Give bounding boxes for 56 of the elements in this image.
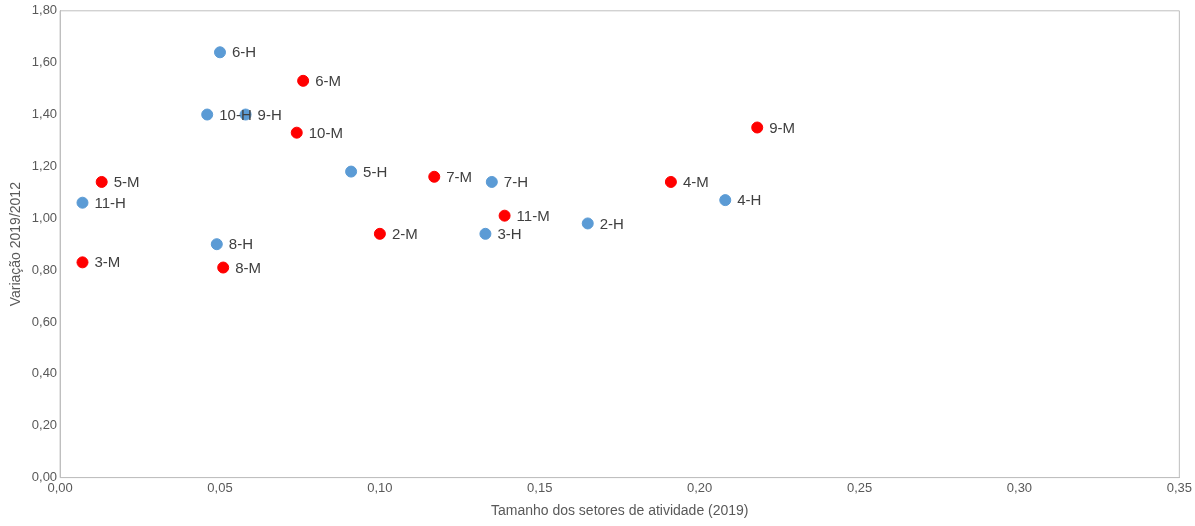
point: [485, 175, 498, 188]
point: [210, 238, 223, 251]
annotation: 3-H: [497, 224, 522, 242]
point: [345, 165, 358, 178]
point: [297, 74, 310, 87]
point: [217, 261, 230, 274]
point: [76, 196, 89, 209]
annotation: 11-H: [94, 193, 126, 211]
x-tick-label: 0,10: [367, 479, 393, 495]
annotation: 11-M: [516, 206, 550, 224]
y-tick-label: 0,40: [31, 365, 58, 381]
annotation: 8-H: [228, 235, 253, 253]
y-tick-label: 1,40: [31, 106, 58, 122]
point: [479, 227, 492, 240]
x-tick-label: 0,35: [1166, 479, 1193, 495]
y-tick-label: 0,60: [31, 313, 58, 329]
point: [201, 108, 214, 121]
point: [213, 46, 226, 59]
point: [76, 256, 89, 269]
x-tick-label: 0,20: [687, 479, 713, 495]
point: [290, 126, 303, 139]
point: [373, 227, 386, 240]
y-tick-label: 1,20: [31, 157, 58, 173]
annotation: 5-M: [113, 173, 140, 191]
point: [428, 170, 441, 183]
annotation: 6-H: [231, 43, 257, 61]
y-tick-label: 0,80: [31, 261, 58, 277]
x-tick-label: 0,15: [527, 479, 553, 495]
annotation: 7-M: [446, 167, 473, 185]
annotation: 7-H: [503, 173, 528, 191]
point: [581, 217, 594, 230]
point: [751, 121, 764, 134]
x-tick-label: 0,05: [207, 479, 233, 495]
y-tick-label: 1,00: [31, 209, 58, 225]
point: [498, 209, 511, 222]
point: [95, 175, 108, 188]
x-tick-label: 0,30: [1006, 479, 1033, 495]
annotation: 4-M: [682, 173, 709, 191]
x-tick-label: 0,25: [846, 479, 873, 495]
point: [719, 194, 732, 207]
annotation: 3-M: [94, 253, 121, 271]
annotation: 5-H: [363, 162, 388, 180]
annotation: 4-H: [737, 191, 762, 209]
annotation: 2-H: [599, 214, 624, 232]
annotation: 8-M: [235, 258, 262, 276]
y-axis-title: Variação 2019/2012: [7, 181, 24, 307]
y-tick-label: 1,60: [31, 54, 58, 70]
annotation: 9-H: [257, 105, 282, 123]
annotation: 2-M: [391, 224, 418, 242]
annotation: 6-M: [315, 71, 341, 89]
y-tick-label: 1,80: [31, 2, 58, 18]
x-axis-title: Tamanho dos setores de atividade (2019): [490, 502, 749, 519]
point: [664, 175, 677, 188]
annotation: 9-M: [769, 118, 796, 136]
annotation: 10-M: [308, 123, 343, 141]
y-tick-label: 0,20: [31, 417, 58, 433]
